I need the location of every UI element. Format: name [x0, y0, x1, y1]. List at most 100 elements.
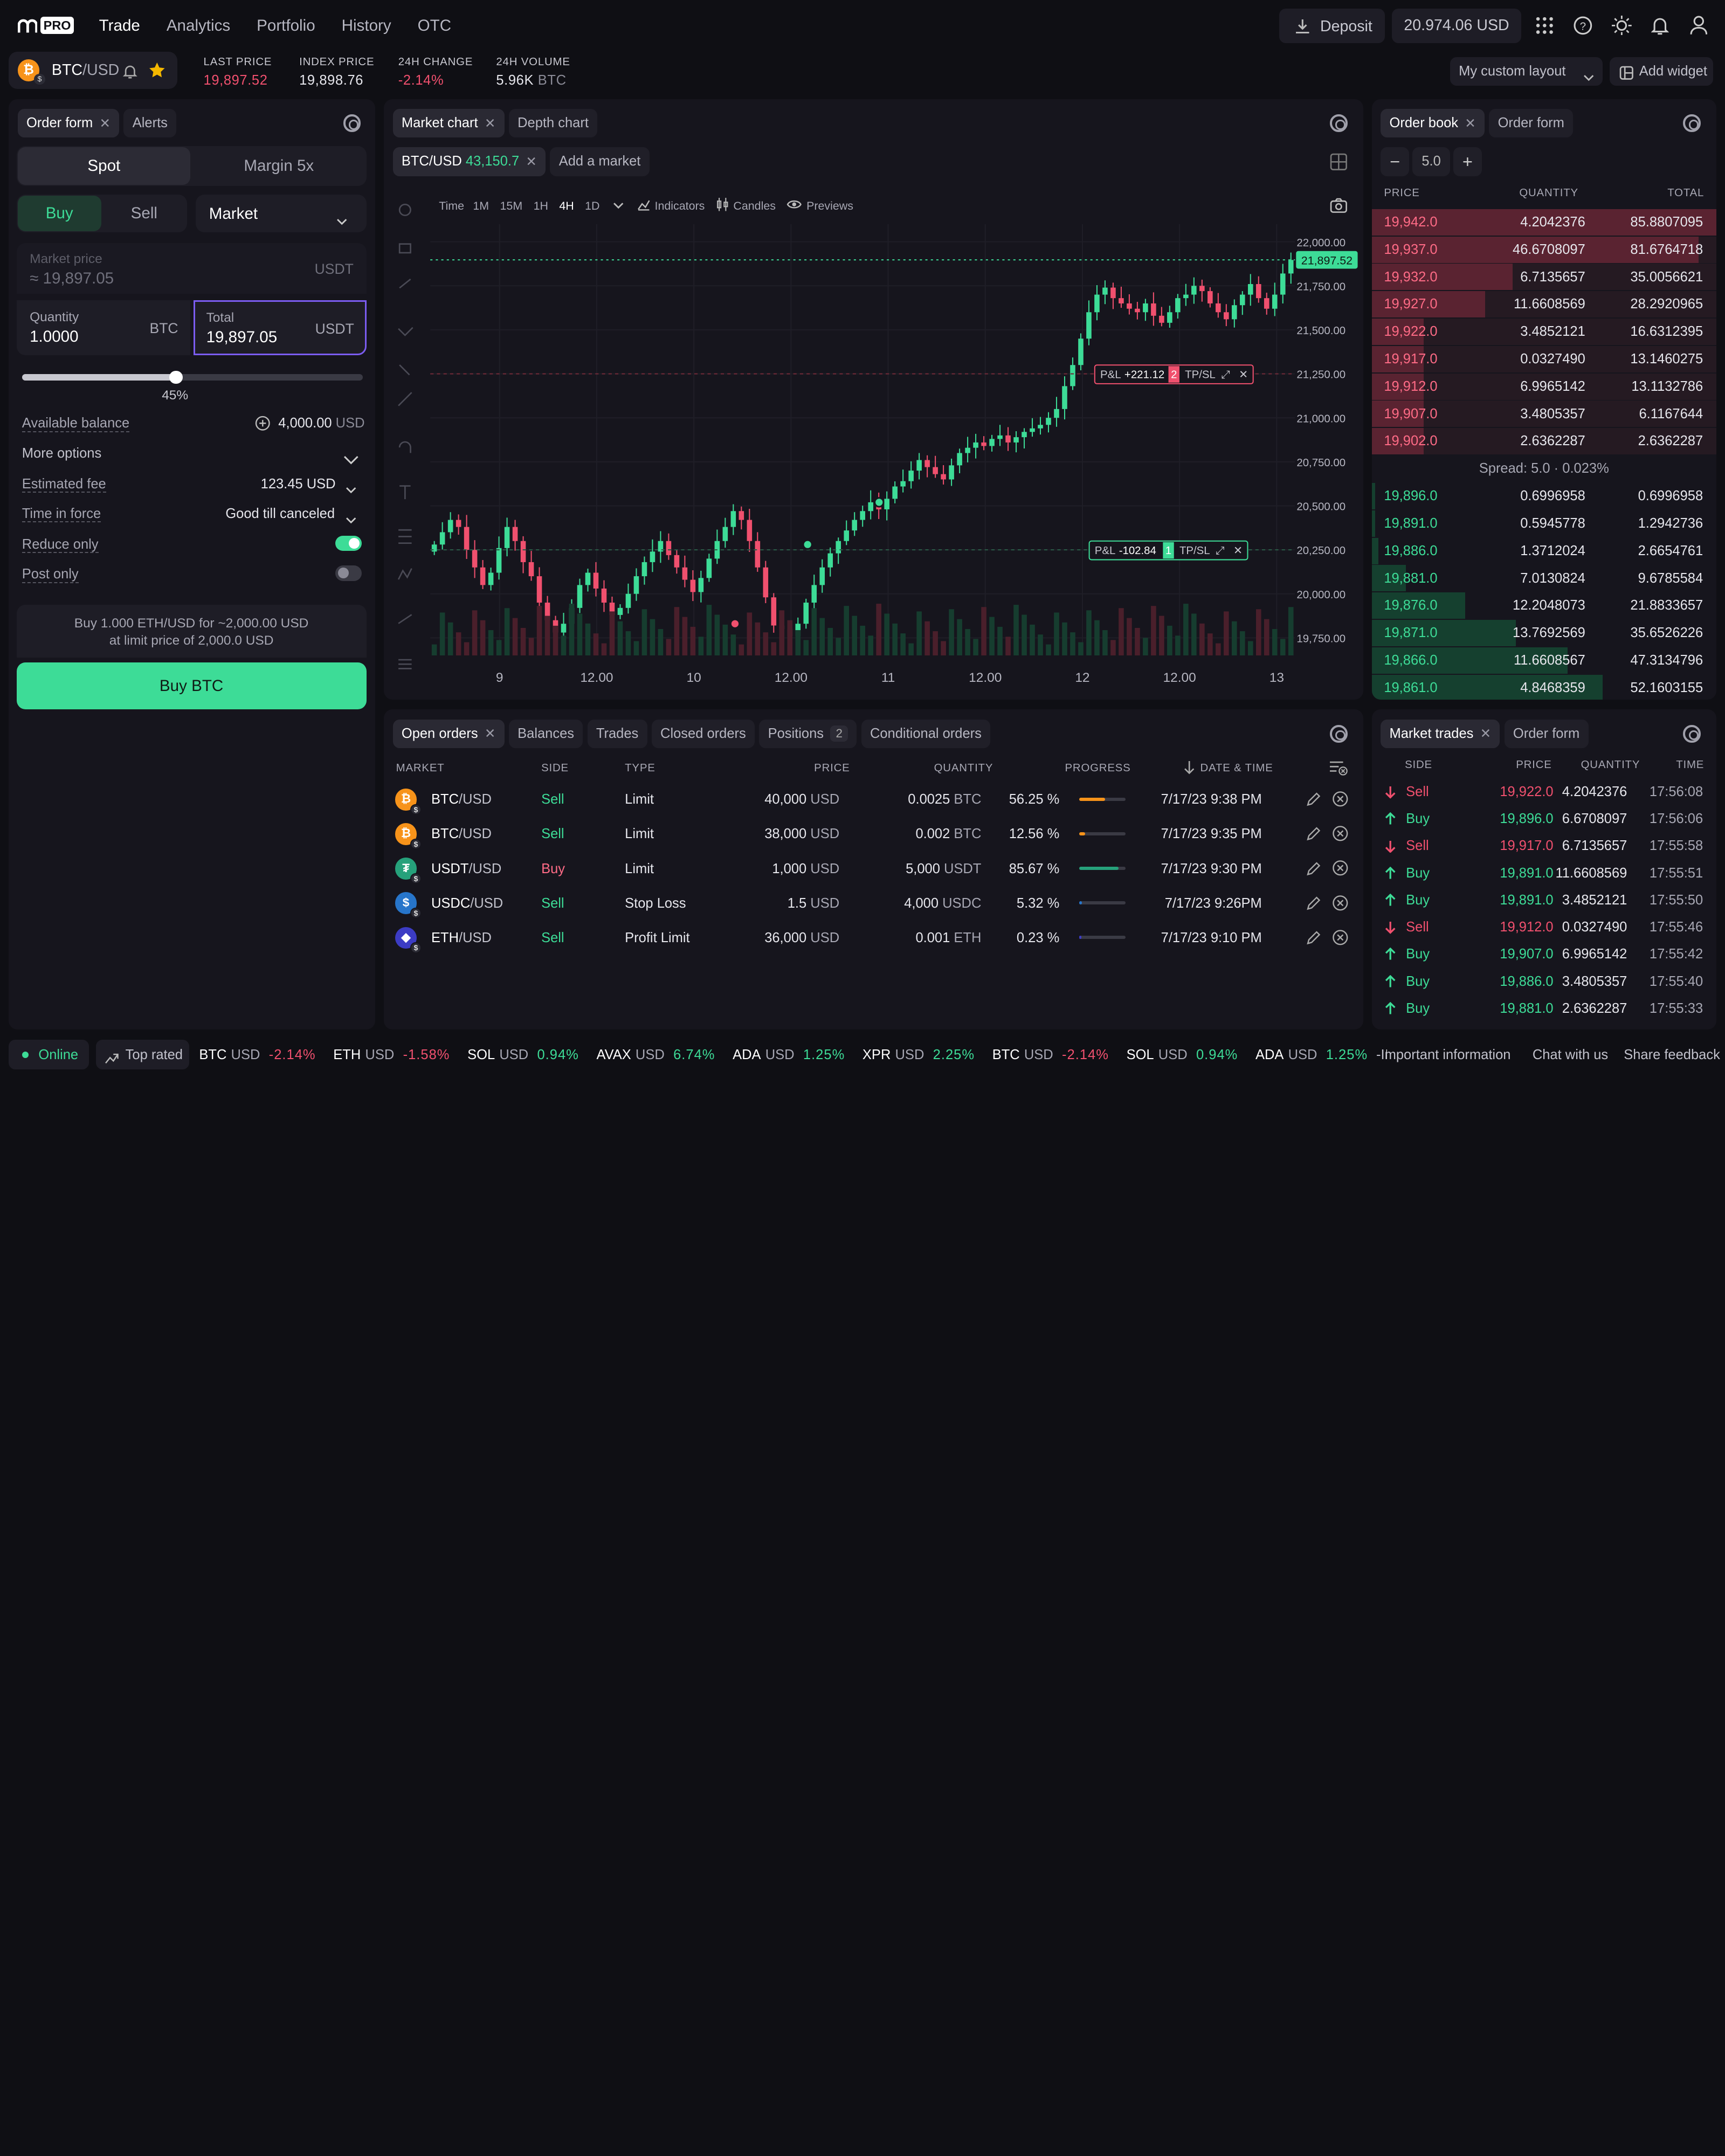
- tab-market-chart[interactable]: Market chart ✕: [392, 109, 505, 138]
- favorite-star-icon[interactable]: [148, 61, 166, 79]
- add-market-button[interactable]: Add a market: [550, 147, 650, 176]
- step-value[interactable]: 5.0: [1412, 147, 1450, 176]
- edit-pencil-icon[interactable]: [1306, 861, 1321, 881]
- tab-open-orders[interactable]: Open orders ✕: [392, 719, 505, 748]
- tab-order-book[interactable]: Order book ✕: [1381, 109, 1485, 138]
- tab-trades[interactable]: Trades: [587, 719, 647, 748]
- order-book-row[interactable]: 19,896.0 0.6996958 0.6996958: [1371, 482, 1715, 510]
- order-book-row[interactable]: 19,876.0 12.2048073 21.8833657: [1371, 592, 1715, 620]
- add-funds-icon[interactable]: [255, 414, 271, 431]
- tab-balances[interactable]: Balances: [508, 719, 583, 748]
- cancel-order-icon[interactable]: [1332, 825, 1349, 846]
- close-position-icon[interactable]: ✕: [1239, 368, 1248, 381]
- chevron-down-icon[interactable]: [346, 479, 356, 499]
- edit-link-icon[interactable]: ⤢: [1221, 368, 1230, 381]
- tab-market-trades[interactable]: Market trades ✕: [1381, 719, 1500, 748]
- order-book-row[interactable]: 19,937.0 46.6708097 81.6764718: [1371, 236, 1716, 264]
- order-book-row[interactable]: 19,891.0 0.5945778 1.2942736: [1371, 510, 1715, 538]
- order-book-row[interactable]: 19,866.0 11.6608567 47.3134796: [1371, 647, 1715, 675]
- settings-gear-icon[interactable]: [343, 114, 361, 132]
- screenshot-camera-icon[interactable]: [1330, 197, 1348, 217]
- interval-more-chevron-icon[interactable]: [613, 199, 624, 213]
- nav-portfolio[interactable]: Portfolio: [257, 16, 315, 34]
- total-input[interactable]: Total 19,897.05 USDT: [194, 300, 367, 356]
- order-type-select[interactable]: Market: [196, 195, 367, 232]
- order-book-row[interactable]: 19,922.0 3.4852121 16.6312395: [1371, 319, 1716, 346]
- indicators-button[interactable]: Indicators: [654, 199, 705, 213]
- close-icon[interactable]: ✕: [1480, 727, 1492, 742]
- close-icon[interactable]: ✕: [484, 116, 496, 131]
- more-options-toggle[interactable]: More options: [22, 446, 363, 465]
- help-icon[interactable]: ?: [1573, 16, 1593, 36]
- close-icon[interactable]: ✕: [1465, 116, 1476, 131]
- order-book-row[interactable]: 19,881.0 7.0130824 9.6785584: [1371, 565, 1715, 592]
- edit-pencil-icon[interactable]: [1306, 896, 1321, 915]
- spot-tab[interactable]: Spot: [17, 147, 191, 185]
- apps-grid-icon[interactable]: [1536, 17, 1554, 34]
- tab-order-form-2[interactable]: Order form: [1489, 109, 1574, 138]
- order-book-row[interactable]: 19,932.0 6.7135657 35.0056621: [1371, 264, 1716, 291]
- logo[interactable]: PRO: [17, 16, 75, 36]
- tab-conditional-orders[interactable]: Conditional orders: [861, 719, 991, 748]
- theme-sun-icon[interactable]: [1611, 15, 1632, 36]
- order-row[interactable]: ₮ $ USDT/USD Buy Limit 1,000 USD 5,000 USDT 85.…: [384, 852, 1352, 886]
- market-selector[interactable]: ₿ $ BTC /USD: [9, 51, 177, 89]
- edit-pencil-icon[interactable]: [1306, 826, 1321, 846]
- chat-link[interactable]: Chat with us: [1532, 1047, 1609, 1062]
- alert-bell-icon[interactable]: [122, 63, 138, 79]
- settings-gear-icon[interactable]: [1683, 114, 1701, 132]
- reduce-only-toggle[interactable]: [335, 535, 362, 551]
- ticker-item[interactable]: ADA USD 1.25%: [733, 1047, 845, 1062]
- deposit-button[interactable]: Deposit: [1279, 9, 1385, 43]
- cancel-order-icon[interactable]: [1332, 895, 1349, 915]
- order-book-row[interactable]: 19,861.0 4.8468359 52.1603155: [1371, 674, 1715, 700]
- order-row[interactable]: ₿ $ BTC/USD Sell Limit 40,000 USD 0.0025 BTC 56…: [384, 783, 1352, 817]
- candlestick-chart[interactable]: 22,000.00 21,750.00 21,500.00 21,250.00 21,0…: [426, 224, 1361, 686]
- drawing-tools-icons[interactable]: [395, 200, 415, 707]
- close-icon[interactable]: ✕: [484, 727, 496, 742]
- order-book-row[interactable]: 19,927.0 11.6608569 28.2920965: [1371, 291, 1716, 319]
- tpsl-label[interactable]: TP/SL: [1185, 369, 1216, 381]
- time-in-force-value[interactable]: Good till canceled: [225, 506, 335, 521]
- sell-side-button[interactable]: Sell: [130, 204, 157, 223]
- interval-1d[interactable]: 1D: [585, 199, 600, 213]
- close-position-icon[interactable]: ✕: [1233, 544, 1243, 557]
- feedback-link[interactable]: Share feedback: [1624, 1047, 1720, 1062]
- close-icon[interactable]: ✕: [526, 154, 537, 169]
- cancel-order-icon[interactable]: [1332, 929, 1349, 950]
- nav-otc[interactable]: OTC: [417, 16, 452, 34]
- ticker-item[interactable]: ADA USD 1.25%: [1255, 1047, 1368, 1062]
- tab-alerts[interactable]: Alerts: [123, 109, 177, 138]
- edit-link-icon[interactable]: ⤢: [1216, 544, 1224, 557]
- nav-history[interactable]: History: [341, 16, 391, 34]
- order-book-row[interactable]: 19,907.0 3.4805357 6.1167644: [1371, 400, 1716, 428]
- amount-slider[interactable]: [22, 370, 363, 384]
- margin-tab[interactable]: Margin 5x: [244, 157, 314, 175]
- ticker-item[interactable]: SOL USD 0.94%: [1127, 1047, 1238, 1062]
- nav-trade[interactable]: Trade: [99, 16, 140, 34]
- order-book-row[interactable]: 19,912.0 6.9965142 13.1132786: [1371, 373, 1716, 401]
- trade-marker[interactable]: [873, 497, 885, 508]
- add-widget-button[interactable]: Add widget: [1609, 57, 1713, 86]
- slider-thumb[interactable]: [169, 370, 183, 384]
- order-row[interactable]: ◆ $ ETH/USD Sell Profit Limit 36,000 USD 0.001…: [384, 921, 1352, 955]
- close-icon[interactable]: ✕: [99, 116, 111, 131]
- buy-btc-button[interactable]: Buy BTC: [16, 662, 367, 710]
- sort-arrow-icon[interactable]: [1184, 761, 1195, 777]
- order-book-row[interactable]: 19,886.0 1.3712024 2.6654761: [1371, 537, 1715, 565]
- post-only-toggle[interactable]: [335, 565, 362, 581]
- ticker-item[interactable]: BTC USD -2.14%: [992, 1047, 1109, 1062]
- ticker-item[interactable]: BTC USD -2.14%: [199, 1047, 315, 1062]
- important-info-link[interactable]: -Important information: [1376, 1047, 1511, 1062]
- edit-pencil-icon[interactable]: [1306, 792, 1321, 811]
- ticker-item[interactable]: AVAX USD 6.74%: [597, 1047, 715, 1062]
- previews-button[interactable]: Previews: [806, 199, 853, 213]
- tab-positions[interactable]: Positions 2: [759, 719, 857, 748]
- order-book-row[interactable]: 19,902.0 2.6362287 2.6362287: [1371, 428, 1716, 455]
- cancel-order-icon[interactable]: [1332, 860, 1349, 880]
- edit-pencil-icon[interactable]: [1306, 930, 1321, 950]
- layout-select[interactable]: My custom layout: [1450, 57, 1603, 86]
- tab-order-form[interactable]: Order form ✕: [17, 109, 120, 138]
- interval-1m[interactable]: 1M: [473, 199, 489, 213]
